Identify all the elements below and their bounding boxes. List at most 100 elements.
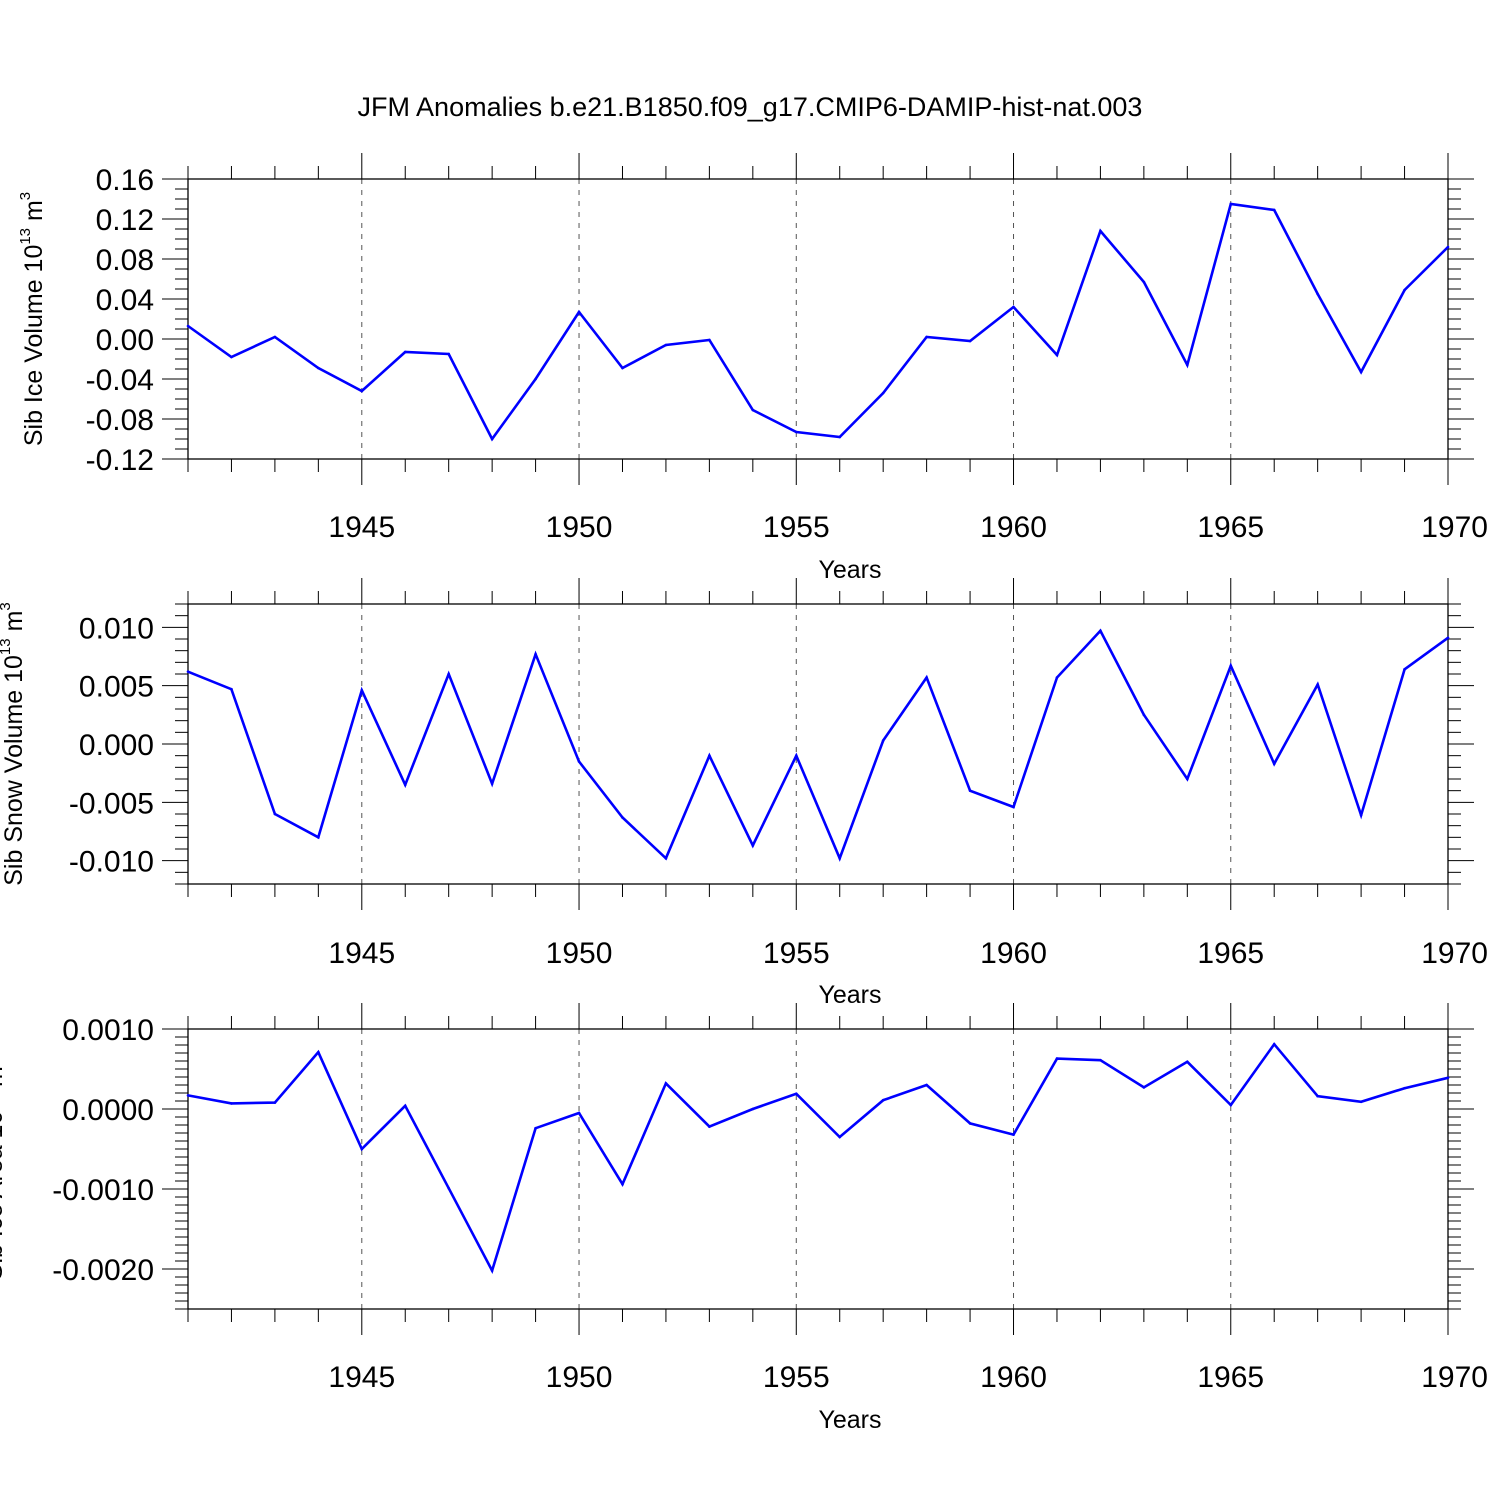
data-point	[794, 430, 798, 434]
data-point	[1316, 292, 1319, 296]
y-tick-label: -0.08	[86, 404, 154, 437]
y-tick-label: 0.00	[96, 324, 154, 357]
data-point	[577, 760, 581, 763]
x-axis-label: Years	[818, 1406, 881, 1434]
data-point	[1055, 1057, 1059, 1060]
data-point	[230, 1102, 233, 1105]
data-point	[968, 1122, 972, 1125]
x-axis-label: Years	[818, 981, 881, 1009]
data-point	[1142, 1086, 1146, 1089]
plot-frame	[187, 603, 1449, 885]
panel-3: 0.0010 0.0000 -0.0010 -0.0020 1945 1950 1955 19…	[0, 1003, 1488, 1434]
data-point	[273, 1101, 277, 1104]
y-tick-label: -0.0010	[52, 1174, 154, 1207]
data-point	[577, 310, 581, 314]
data-point	[794, 754, 798, 757]
series-line	[187, 202, 1449, 442]
chart-title: JFM Anomalies b.e21.B1850.f09_g17.CMIP6-…	[358, 92, 1143, 122]
data-point	[230, 687, 233, 691]
data-point	[403, 350, 407, 354]
data-point	[186, 1094, 190, 1097]
x-tick-label: 1945	[328, 1361, 395, 1394]
data-point	[447, 672, 450, 676]
x-tick-label: 1950	[546, 937, 613, 970]
data-point	[838, 435, 842, 439]
data-point	[1446, 245, 1450, 249]
data-point	[186, 324, 190, 328]
panel-1: 0.16 0.12 0.08 0.04 0.00 -0.04 -0.08 -0.12 1945 1…	[17, 153, 1488, 584]
data-point	[360, 689, 364, 692]
data-point	[968, 339, 972, 343]
x-tick-label: 1970	[1421, 937, 1488, 970]
x-tick-label: 1965	[1197, 937, 1264, 970]
data-point	[751, 1107, 755, 1111]
data-point	[621, 366, 624, 370]
y-tick-label: 0.12	[96, 204, 154, 237]
data-point	[1229, 1103, 1233, 1107]
data-point	[1272, 762, 1276, 766]
data-point	[273, 812, 277, 816]
data-point	[708, 1125, 711, 1128]
data-point	[1055, 353, 1059, 357]
plot-frame	[187, 1028, 1449, 1310]
data-point	[1359, 813, 1363, 817]
data-point	[447, 352, 450, 356]
data-point	[1229, 202, 1233, 206]
data-point	[1186, 777, 1189, 781]
data-point	[1186, 363, 1189, 367]
data-point	[1446, 636, 1450, 640]
data-point	[751, 844, 755, 847]
plot-frame	[187, 178, 1449, 460]
data-point	[1403, 288, 1406, 292]
data-point	[360, 389, 364, 393]
data-point	[534, 1126, 537, 1130]
data-point	[838, 857, 842, 860]
data-point	[317, 366, 320, 370]
data-point	[186, 670, 190, 673]
data-point	[838, 1135, 842, 1139]
y-tick-label: 0.000	[79, 729, 154, 762]
x-tick-label: 1950	[546, 511, 613, 544]
data-point	[881, 1098, 885, 1102]
y-tick-label: 0.04	[96, 284, 154, 317]
data-point	[360, 1147, 364, 1151]
y-tick-label: 0.010	[79, 612, 154, 645]
data-point	[664, 857, 668, 860]
y-axis-label: Sib Snow Volume 1013 m3	[0, 602, 28, 886]
series-line	[187, 628, 1449, 862]
y-tick-label: 0.08	[96, 244, 154, 277]
data-point	[1272, 208, 1276, 212]
data-point	[968, 789, 972, 792]
y-tick-label: -0.12	[86, 444, 154, 477]
x-tick-label: 1945	[328, 511, 395, 544]
series-line	[187, 1042, 1449, 1274]
data-point	[1055, 676, 1059, 679]
x-tick-label: 1970	[1421, 1361, 1488, 1394]
data-point	[403, 1104, 407, 1108]
data-point	[621, 816, 624, 819]
data-point	[1186, 1060, 1189, 1064]
data-point	[1316, 1094, 1319, 1098]
x-tick-label: 1965	[1197, 1361, 1264, 1394]
x-axis-label: Years	[818, 556, 881, 584]
data-point	[621, 1182, 624, 1186]
data-point	[1403, 668, 1406, 671]
y-tick-label: 0.005	[79, 671, 154, 704]
data-point	[1403, 1086, 1406, 1090]
x-tick-label: 1955	[763, 1361, 830, 1394]
x-tick-label: 1960	[980, 511, 1047, 544]
x-tick-label: 1955	[763, 937, 830, 970]
x-tick-label: 1950	[546, 1361, 613, 1394]
data-point	[881, 739, 885, 742]
data-point	[1142, 713, 1146, 717]
x-tick-label: 1960	[980, 937, 1047, 970]
y-tick-label: -0.04	[86, 364, 154, 397]
data-point	[1012, 805, 1015, 809]
y-tick-label: -0.0020	[52, 1254, 154, 1287]
data-point	[490, 782, 494, 785]
y-axis-label: Sib Ice Area 1013 m2	[0, 1058, 8, 1280]
data-point	[534, 377, 537, 381]
data-point	[490, 437, 494, 441]
data-point	[925, 676, 928, 679]
